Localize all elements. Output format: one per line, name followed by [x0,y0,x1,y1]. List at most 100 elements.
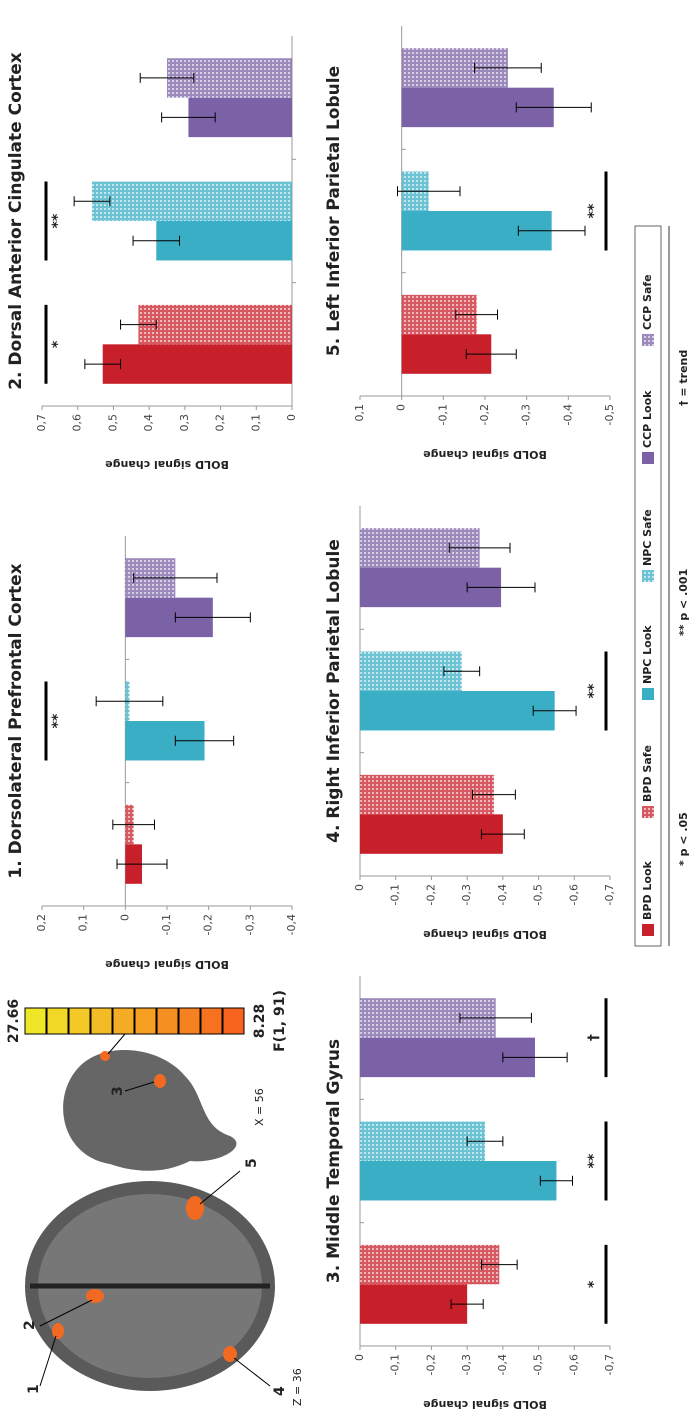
colorbar-cell [179,1008,200,1034]
blob [186,1196,204,1220]
chart-title: 5. Left Inferior Parietal Lobule [324,66,344,356]
bar [92,182,292,221]
y-axis-label: BOLD signal change [423,928,547,941]
colorbar [25,1008,244,1034]
bar [138,305,292,344]
figure-canvas: 1 2 4 5 3 4 Z = 36 X = 56 27.66 8.28 F(1… [0,0,696,1426]
y-tick-label: -0,1 [160,914,173,935]
y-tick-label: 0,7 [35,414,48,432]
y-tick-label: -0,1 [389,884,402,905]
legend: BPD Look BPD Safe NPC Look NPC Safe CCP Look… [635,226,690,946]
legend-swatch [642,452,654,464]
y-tick-label: 0 [353,1354,366,1361]
colorbar-cell [69,1008,90,1034]
legend-label: BPD Look [641,860,654,920]
significance-mark: ** [586,203,602,218]
colorbar-cell [113,1008,134,1034]
colorbar-cell [47,1008,68,1034]
legend-note: * p < .05 [677,812,690,866]
chart-title: 1. Dorsolateral Prefrontal Cortex [6,563,26,878]
y-axis-label: BOLD signal change [105,458,229,471]
legend-note: † = trend [677,350,690,406]
bar-chart: 1. Dorsolateral Prefrontal Cortex BOLD si… [6,536,298,971]
y-axis-label: BOLD signal change [423,448,547,461]
bar [360,1122,485,1161]
y-tick-label: -0,5 [532,884,545,905]
brain-label: 3 [110,1086,126,1096]
colorbar-cell [157,1008,178,1034]
y-tick-label: -0,7 [603,884,616,905]
y-axis-label: BOLD signal change [423,1398,547,1411]
y-tick-label: 0,6 [71,414,84,432]
colorbar-cell [223,1008,244,1034]
y-tick-label: 0,1 [353,404,366,422]
bar-chart: 2. Dorsal Anterior Cingulate Cortex BOLD … [6,36,298,471]
colorbar-cell [135,1008,156,1034]
legend-label: BPD Safe [641,745,654,802]
legend-note: ** p < .001 [677,569,690,636]
significance-mark: ** [586,1153,602,1168]
y-tick-label: 0,4 [142,414,155,432]
bar [360,691,555,730]
y-tick-label: -0,2 [478,404,491,425]
bar [360,1245,499,1284]
y-tick-label: -0,6 [567,884,580,905]
sagittal-slice [63,1050,236,1171]
legend-label: NPC Safe [641,509,654,566]
y-tick-label: 0 [395,404,408,411]
y-tick-label: -0,3 [460,884,473,905]
slice-caption: Z = 36 [291,1368,304,1406]
legend-swatch [642,334,654,346]
colorbar-stat: F(1, 91) [272,990,288,1052]
y-tick-label: 0 [353,884,366,891]
y-tick-label: -0,1 [436,404,449,425]
significance-mark: ** [50,713,66,728]
chart-title: 2. Dorsal Anterior Cingulate Cortex [6,52,26,390]
legend-swatch [642,924,654,936]
y-tick-label: 0,3 [178,414,191,432]
legend-swatch [642,570,654,582]
bar-chart: 4. Right Inferior Parietal Lobule BOLD si… [324,506,616,941]
y-tick-label: -0,7 [603,1354,616,1375]
y-tick-label: 0 [118,914,131,921]
significance-mark: † [586,1034,602,1041]
y-tick-label: -0,2 [424,1354,437,1375]
y-tick-label: -0,6 [567,1354,580,1375]
significance-mark: * [586,1280,602,1288]
blob [223,1346,237,1362]
slice-caption: X = 56 [253,1088,266,1126]
y-tick-label: 0,2 [35,914,48,932]
figure: 1 2 4 5 3 4 Z = 36 X = 56 27.66 8.28 F(1… [0,0,696,1426]
y-tick-label: -0,5 [603,404,616,425]
y-axis-label: BOLD signal change [105,958,229,971]
y-tick-label: -0,4 [496,1354,509,1375]
y-tick-label: -0,3 [520,404,533,425]
y-tick-label: 0,5 [106,414,119,432]
brain-label: 1 [26,1384,42,1394]
y-tick-label: -0,1 [389,1354,402,1375]
y-tick-label: -0,4 [496,884,509,905]
blob [52,1323,64,1339]
bar [103,344,292,383]
y-tick-label: -0,2 [202,914,215,935]
chart-title: 4. Right Inferior Parietal Lobule [324,539,344,843]
colorbar-min: 8.28 [252,1004,268,1039]
y-tick-label: 0,2 [214,414,227,432]
y-tick-label: -0,4 [285,914,298,935]
significance-mark: ** [586,683,602,698]
y-tick-label: -0,2 [424,884,437,905]
colorbar-cell [91,1008,112,1034]
pointer [234,1358,270,1386]
significance-mark: * [50,340,66,348]
y-tick-label: -0,4 [561,404,574,425]
brain-panel: 1 2 4 5 3 4 Z = 36 X = 56 27.66 8.28 F(1… [6,990,304,1406]
blob [154,1074,166,1088]
legend-label: CCP Look [641,390,654,448]
legend-label: CCP Safe [641,274,654,330]
legend-swatch [642,688,654,700]
blob [86,1289,104,1303]
legend-label: NPC Look [641,625,654,684]
brain-label: 2 [22,1320,38,1330]
colorbar-max: 27.66 [6,999,22,1043]
bar-chart: 5. Left Inferior Parietal Lobule BOLD sig… [324,26,616,461]
